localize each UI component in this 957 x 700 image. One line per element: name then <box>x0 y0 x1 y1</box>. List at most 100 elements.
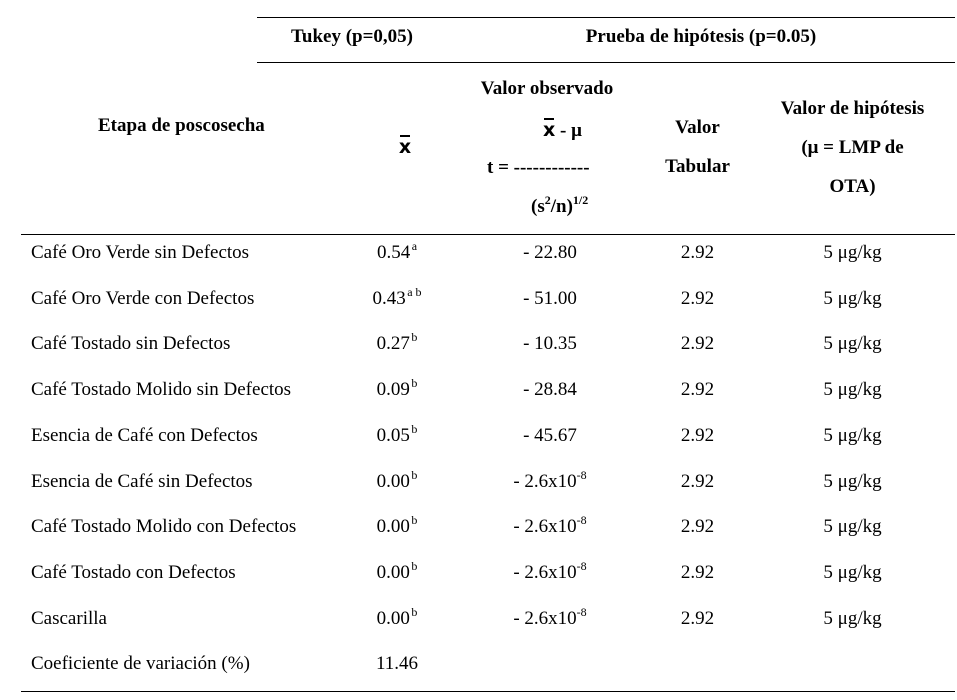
row-mean-group: a <box>411 239 418 253</box>
row-mean-group: b <box>411 330 418 344</box>
formula-denominator: (s2/n)1/2 <box>531 194 588 217</box>
row-t-exponent: -8 <box>576 468 587 482</box>
row-mean: 0.00 b <box>357 514 437 537</box>
row-etapa: Esencia de Café sin Defectos <box>31 471 253 492</box>
header-bottom-rule <box>21 234 955 235</box>
row-etapa: Esencia de Café con Defectos <box>31 425 258 446</box>
formula-den-mid: /n) <box>550 196 573 217</box>
row-mean: 0.43 a b <box>357 286 437 309</box>
row-valor-hipotesis: 5 μg/kg <box>823 608 882 629</box>
row-mean-space <box>410 620 412 626</box>
row-t-value: - 2.6x10 <box>513 562 577 583</box>
row-mean-group: b <box>411 513 418 527</box>
header-prueba-hipotesis: Prueba de hipótesis (p=0.05) <box>585 26 817 47</box>
row-mean: 0.27 b <box>357 331 437 354</box>
row-t-exponent: -8 <box>576 513 587 527</box>
formula-numerator: x - μ <box>543 118 582 141</box>
row-mean-group: b <box>411 468 418 482</box>
row-t-exponent: -8 <box>576 605 587 619</box>
formula-den-exp2: 1/2 <box>572 193 589 207</box>
row-valor-hipotesis: 5 μg/kg <box>823 516 882 537</box>
row-mean-space <box>410 254 412 260</box>
row-mean-group: b <box>411 422 418 436</box>
row-valor-hipotesis: 5 μg/kg <box>823 379 882 400</box>
row-t-observado: - 22.80 <box>460 243 640 262</box>
formula-den-open: (s <box>531 196 545 217</box>
row-t-observado: - 2.6x10-8 <box>460 606 640 629</box>
row-mean-value: 0.00 <box>376 562 410 583</box>
row-mean-group: b <box>411 605 418 619</box>
row-mean: 0.09 b <box>357 377 437 399</box>
row-valor-tabular: 2.92 <box>680 608 715 629</box>
row-t-value: - 51.00 <box>523 288 577 309</box>
row-valor-hipotesis: 5 μg/kg <box>823 425 882 446</box>
row-valor-tabular: 2.92 <box>680 516 715 537</box>
header-tukey: Tukey (p=0,05) <box>290 26 414 47</box>
row-t-observado: - 2.6x10-8 <box>460 560 640 583</box>
row-mean-group: b <box>411 559 418 573</box>
row-mean-value: 0.27 <box>376 333 410 354</box>
footer-value: 11.46 <box>375 653 419 674</box>
row-mean-value: 0.54 <box>376 242 411 263</box>
row-t-observado: - 2.6x10-8 <box>460 514 640 537</box>
row-t-value: - 2.6x10 <box>513 471 577 492</box>
row-t-observado: - 51.00 <box>460 289 640 308</box>
row-valor-tabular: 2.92 <box>680 333 715 354</box>
row-valor-tabular: 2.92 <box>680 242 715 263</box>
row-t-value: - 2.6x10 <box>513 516 577 537</box>
row-mean: 0.05 b <box>357 423 437 445</box>
row-mean-space <box>410 528 412 534</box>
row-mean-space <box>410 483 412 489</box>
row-mean-space <box>410 574 412 580</box>
subheader-rule <box>257 62 955 63</box>
row-t-value: - 45.67 <box>523 425 577 446</box>
row-mean: 0.00 b <box>357 606 437 628</box>
row-valor-tabular: 2.92 <box>680 288 715 309</box>
row-t-value: - 10.35 <box>523 333 577 354</box>
row-valor-tabular: 2.92 <box>680 379 715 400</box>
row-t-exponent: -8 <box>576 559 587 573</box>
row-t-observado: - 45.67 <box>460 426 640 445</box>
row-valor-tabular: 2.92 <box>680 425 715 446</box>
formula-minus-mu: - μ <box>555 120 582 141</box>
row-mean-space <box>406 300 408 306</box>
row-t-observado: - 10.35 <box>460 334 640 353</box>
row-valor-hipotesis: 5 μg/kg <box>823 333 882 354</box>
xbar-symbol: x <box>398 135 412 158</box>
row-etapa: Café Oro Verde sin Defectos <box>31 242 250 263</box>
row-mean-space <box>410 391 412 397</box>
row-mean: 0.00 b <box>357 469 437 492</box>
header-mean: x <box>380 135 430 158</box>
row-etapa: Café Tostado Molido sin Defectos <box>31 379 292 400</box>
formula-den-exp1: 2 <box>544 193 551 207</box>
header-valor: Valor <box>675 117 720 138</box>
row-t-value: - 2.6x10 <box>513 608 577 629</box>
row-valor-tabular: 2.92 <box>680 562 715 583</box>
row-etapa: Cascarilla <box>31 608 107 629</box>
row-mean-value: 0.00 <box>376 471 410 492</box>
row-mean-space <box>410 345 412 351</box>
row-mean-value: 0.00 <box>376 516 410 537</box>
row-valor-hipotesis: 5 μg/kg <box>823 562 882 583</box>
row-mean-group: b <box>411 376 418 390</box>
header-mu-lmp: (μ = LMP de <box>801 137 904 158</box>
row-etapa: Café Oro Verde con Defectos <box>31 288 255 309</box>
row-mean-value: 0.43 <box>372 288 406 309</box>
row-t-value: - 28.84 <box>523 379 577 400</box>
row-t-observado: - 2.6x10-8 <box>460 469 640 492</box>
row-mean-space <box>410 437 412 443</box>
row-mean: 0.00 b <box>357 560 437 583</box>
header-ota: OTA) <box>829 176 876 197</box>
row-mean: 0.54 a <box>357 240 437 263</box>
row-t-observado: - 28.84 <box>460 380 640 399</box>
row-valor-tabular: 2.92 <box>680 471 715 492</box>
formula-t-line: t = ------------ <box>487 157 590 178</box>
header-valor-hipotesis: Valor de hipótesis <box>780 98 925 119</box>
header-etapa-poscosecha: Etapa de poscosecha <box>98 115 265 136</box>
header-valor-observado: Valor observado <box>480 78 614 99</box>
table-top-rule <box>257 17 955 18</box>
row-valor-hipotesis: 5 μg/kg <box>823 242 882 263</box>
row-t-value: - 22.80 <box>523 242 577 263</box>
row-valor-hipotesis: 5 μg/kg <box>823 471 882 492</box>
row-mean-group: a b <box>407 285 422 299</box>
